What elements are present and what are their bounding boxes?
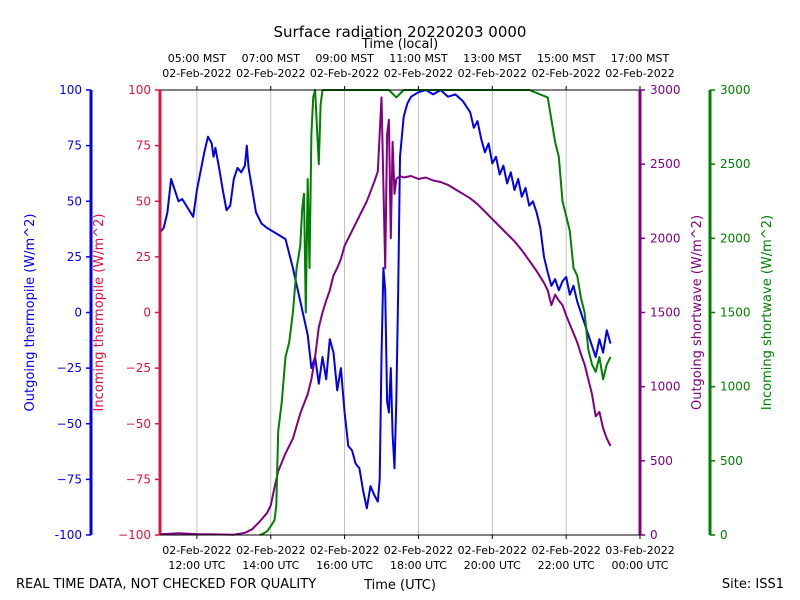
footer-right: Site: ISS1 bbox=[722, 577, 784, 592]
outgoing_thermopile-axis-label: Outgoing thermopile (W/m^2) bbox=[23, 214, 38, 412]
footer-left: REAL TIME DATA, NOT CHECKED FOR QUALITY bbox=[16, 577, 316, 592]
top-tick-label-date: 02-Feb-2022 bbox=[458, 67, 527, 80]
incoming_shortwave-tick-label: 500 bbox=[720, 454, 743, 468]
outgoing_thermopile-tick-label: 25 bbox=[67, 250, 82, 264]
top-tick-label-time: 15:00 MST bbox=[537, 52, 596, 65]
incoming_shortwave-tick-label: 3000 bbox=[720, 83, 751, 97]
top-tick-label-date: 02-Feb-2022 bbox=[605, 67, 674, 80]
x-tick-label-time: 18:00 UTC bbox=[390, 559, 447, 572]
x-tick-label-time: 12:00 UTC bbox=[168, 559, 225, 572]
series-layer bbox=[160, 89, 612, 536]
incoming_thermopile-tick-label: 75 bbox=[136, 139, 151, 153]
top-tick-label-time: 05:00 MST bbox=[168, 52, 227, 65]
top-tick-label-date: 02-Feb-2022 bbox=[236, 67, 305, 80]
outgoing_shortwave-tick-label: 500 bbox=[650, 454, 673, 468]
incoming_thermopile-tick-label: 0 bbox=[143, 306, 151, 320]
incoming_thermopile-tick-label: 25 bbox=[136, 250, 151, 264]
top-tick-label-time: 09:00 MST bbox=[315, 52, 374, 65]
incoming_shortwave-axis-label: Incoming shortwave (W/m^2) bbox=[760, 215, 775, 410]
top-tick-label-date: 02-Feb-2022 bbox=[384, 67, 453, 80]
outgoing_thermopile-tick-label: −75 bbox=[57, 472, 82, 486]
incoming_thermopile-tick-label: 100 bbox=[128, 83, 151, 97]
outgoing_shortwave-tick-label: 3000 bbox=[650, 83, 681, 97]
outgoing_thermopile-tick-label: −50 bbox=[57, 417, 82, 431]
x-tick-label-date: 02-Feb-2022 bbox=[236, 544, 305, 557]
top-tick-label-time: 07:00 MST bbox=[242, 52, 301, 65]
outgoing_thermopile-tick-label: 0 bbox=[74, 306, 82, 320]
incoming_shortwave-series-line bbox=[259, 89, 612, 536]
top-tick-label-date: 02-Feb-2022 bbox=[531, 67, 600, 80]
incoming_shortwave-tick-label: 1000 bbox=[720, 380, 751, 394]
incoming_thermopile-tick-label: −100 bbox=[118, 528, 151, 542]
incoming_thermopile-axis-label: Incoming thermopile (W/m^2) bbox=[92, 214, 107, 412]
top-tick-label-time: 11:00 MST bbox=[389, 52, 448, 65]
incoming_thermopile-tick-label: −50 bbox=[126, 417, 151, 431]
outgoing_shortwave-tick-label: 2500 bbox=[650, 157, 681, 171]
outgoing_thermopile-tick-label: 100 bbox=[59, 83, 82, 97]
top-tick-label-time: 17:00 MST bbox=[611, 52, 670, 65]
outgoing_shortwave-axis-label: Outgoing shortwave (W/m^2) bbox=[690, 215, 705, 410]
x-tick-label-time: 22:00 UTC bbox=[538, 559, 595, 572]
grid-lines bbox=[196, 90, 567, 535]
chart-title: Surface radiation 20220203 0000 bbox=[274, 23, 527, 41]
top-tick-label-date: 02-Feb-2022 bbox=[310, 67, 379, 80]
x-tick-label-date: 02-Feb-2022 bbox=[310, 544, 379, 557]
incoming_thermopile-tick-label: 50 bbox=[136, 194, 151, 208]
axes-layer: 02-Feb-2022 12:00 UTC 05:00 MST 02-Feb-2022… bbox=[23, 52, 775, 572]
incoming_thermopile-tick-label: −75 bbox=[126, 472, 151, 486]
top-tick-label-date: 02-Feb-2022 bbox=[162, 67, 231, 80]
x-tick-label-date: 02-Feb-2022 bbox=[458, 544, 527, 557]
incoming_shortwave-tick-label: 2000 bbox=[720, 231, 751, 245]
x-tick-label-date: 02-Feb-2022 bbox=[531, 544, 600, 557]
x-tick-label-time: 14:00 UTC bbox=[242, 559, 299, 572]
outgoing_thermopile-tick-label: 50 bbox=[67, 194, 82, 208]
x-tick-label-date: 03-Feb-2022 bbox=[605, 544, 674, 557]
outgoing_shortwave-tick-label: 2000 bbox=[650, 231, 681, 245]
incoming_shortwave-tick-label: 1500 bbox=[720, 306, 751, 320]
outgoing_thermopile-tick-label: −25 bbox=[57, 361, 82, 375]
incoming_shortwave-tick-label: 2500 bbox=[720, 157, 751, 171]
incoming_shortwave-tick-label: 0 bbox=[720, 528, 728, 542]
x-tick-label-time: 00:00 UTC bbox=[611, 559, 668, 572]
x-tick-label-time: 16:00 UTC bbox=[316, 559, 373, 572]
outgoing_thermopile-tick-label: 75 bbox=[67, 139, 82, 153]
outgoing_shortwave-tick-label: 0 bbox=[650, 528, 658, 542]
outgoing_shortwave-tick-label: 1000 bbox=[650, 380, 681, 394]
incoming_thermopile-tick-label: −25 bbox=[126, 361, 151, 375]
x-axis-label: Time (UTC) bbox=[363, 578, 436, 593]
x-tick-label-date: 02-Feb-2022 bbox=[384, 544, 453, 557]
top-tick-label-time: 13:00 MST bbox=[463, 52, 522, 65]
outgoing_shortwave-series-line bbox=[160, 96, 612, 536]
outgoing_shortwave-tick-label: 1500 bbox=[650, 306, 681, 320]
outgoing_thermopile-series-line bbox=[160, 89, 612, 510]
outgoing_thermopile-tick-label: -100 bbox=[55, 528, 82, 542]
x-tick-label-time: 20:00 UTC bbox=[464, 559, 521, 572]
x-tick-label-date: 02-Feb-2022 bbox=[162, 544, 231, 557]
top-axis-label: Time (local) bbox=[361, 37, 438, 52]
